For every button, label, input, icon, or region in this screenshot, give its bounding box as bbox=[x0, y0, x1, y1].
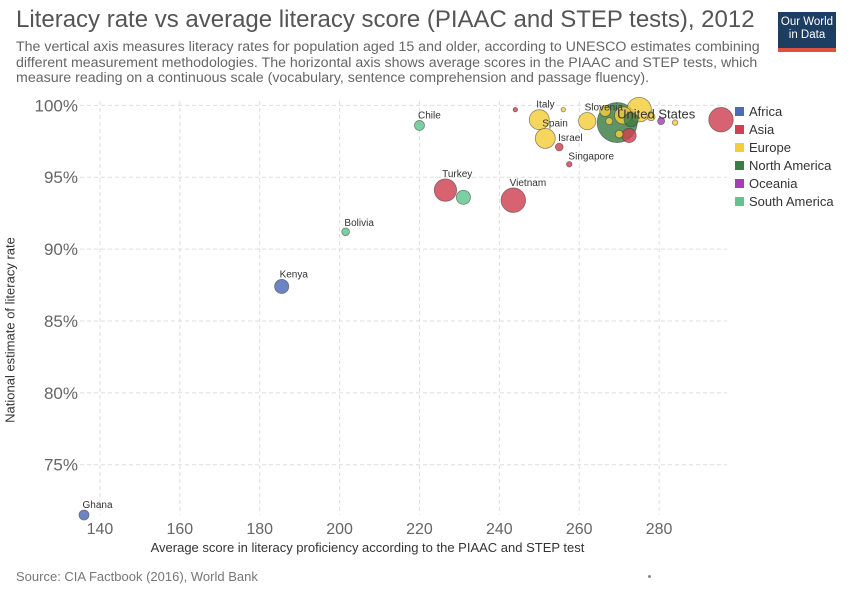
data-point[interactable] bbox=[341, 227, 350, 237]
logo-line-1: Our World bbox=[780, 16, 834, 28]
point-label: Ghana bbox=[82, 500, 112, 511]
y-tick-label: 100% bbox=[35, 96, 78, 115]
point-label: Kenya bbox=[280, 269, 309, 280]
data-point[interactable] bbox=[614, 129, 624, 139]
legend-label: Europe bbox=[749, 140, 791, 155]
point-label: Singapore bbox=[568, 152, 614, 163]
data-point[interactable] bbox=[657, 117, 666, 126]
legend-label: Africa bbox=[749, 104, 783, 119]
data-point[interactable] bbox=[512, 106, 518, 113]
point-labels: Ghana Kenya Bolivia Chile Turkey Vietnam Italy… bbox=[82, 100, 695, 511]
x-tick-labels: 140 160 180 200 220 240 260 280 bbox=[87, 521, 673, 538]
legend-swatch bbox=[735, 125, 744, 134]
y-tick-labels: 75% 80% 85% 90% 95% 100% bbox=[35, 96, 78, 474]
data-point[interactable] bbox=[605, 117, 614, 126]
data-point[interactable] bbox=[671, 119, 679, 126]
x-tick-label: 260 bbox=[566, 521, 593, 538]
point-label: Israel bbox=[558, 133, 582, 144]
x-tick-label: 160 bbox=[166, 521, 193, 538]
x-axis-label: Average score in literacy proficiency ac… bbox=[150, 540, 585, 555]
legend-label: North America bbox=[749, 158, 832, 173]
data-point[interactable] bbox=[274, 278, 290, 294]
point-label: United States bbox=[617, 107, 696, 122]
footer-dot bbox=[648, 575, 651, 578]
data-point[interactable] bbox=[566, 161, 573, 168]
x-tick-label: 240 bbox=[486, 521, 513, 538]
legend-swatch bbox=[735, 143, 744, 152]
data-points bbox=[78, 96, 734, 521]
data-point[interactable] bbox=[414, 120, 425, 131]
point-label: Vietnam bbox=[510, 178, 547, 189]
data-point[interactable] bbox=[433, 178, 458, 202]
data-point[interactable] bbox=[554, 142, 564, 152]
logo-line-2: in Data bbox=[788, 29, 826, 41]
legend-label: Oceania bbox=[749, 176, 798, 191]
legend-swatch bbox=[735, 107, 744, 116]
chart-title: Literacy rate vs average literacy score … bbox=[16, 6, 755, 33]
our-world-in-data-logo[interactable]: Our World in Data bbox=[778, 12, 836, 52]
point-label: Bolivia bbox=[344, 218, 374, 229]
point-label: Chile bbox=[418, 110, 441, 121]
data-point[interactable] bbox=[621, 128, 637, 143]
legend-label: Asia bbox=[749, 122, 775, 137]
data-point[interactable] bbox=[560, 106, 566, 113]
x-tick-label: 220 bbox=[406, 521, 433, 538]
y-axis-label: National estimate of literacy rate bbox=[2, 237, 18, 423]
x-tick-label: 180 bbox=[246, 521, 273, 538]
data-point[interactable] bbox=[599, 105, 612, 117]
x-tick-label: 200 bbox=[326, 521, 353, 538]
y-tick-label: 85% bbox=[44, 312, 78, 331]
point-label: Slovenia bbox=[585, 102, 624, 113]
data-point[interactable] bbox=[708, 107, 734, 133]
x-tick-label: 140 bbox=[87, 521, 114, 538]
gridlines bbox=[80, 101, 727, 515]
y-tick-label: 80% bbox=[44, 384, 78, 403]
data-point[interactable] bbox=[528, 109, 550, 131]
data-point[interactable] bbox=[455, 189, 471, 205]
point-label: Spain bbox=[542, 118, 568, 129]
legend-swatch bbox=[735, 161, 744, 170]
logo-accent-bar bbox=[778, 48, 836, 52]
legend-swatch bbox=[735, 197, 744, 206]
y-tick-label: 95% bbox=[44, 168, 78, 187]
data-point[interactable] bbox=[646, 112, 656, 122]
data-point[interactable] bbox=[78, 509, 90, 521]
source-note: Source: CIA Factbook (2016), World Bank bbox=[16, 569, 258, 584]
point-label: Italy bbox=[536, 100, 554, 111]
x-tick-label: 280 bbox=[646, 521, 673, 538]
legend-swatch bbox=[735, 179, 744, 188]
y-tick-label: 90% bbox=[44, 240, 78, 259]
point-label: Turkey bbox=[442, 169, 472, 180]
data-point[interactable] bbox=[500, 187, 526, 213]
y-tick-label: 75% bbox=[44, 456, 78, 475]
data-point[interactable] bbox=[534, 127, 556, 149]
legend-label: South America bbox=[749, 194, 834, 209]
data-point[interactable] bbox=[578, 112, 597, 131]
data-point[interactable] bbox=[623, 112, 639, 128]
chart-subtitle: The vertical axis measures literacy rate… bbox=[16, 39, 760, 86]
